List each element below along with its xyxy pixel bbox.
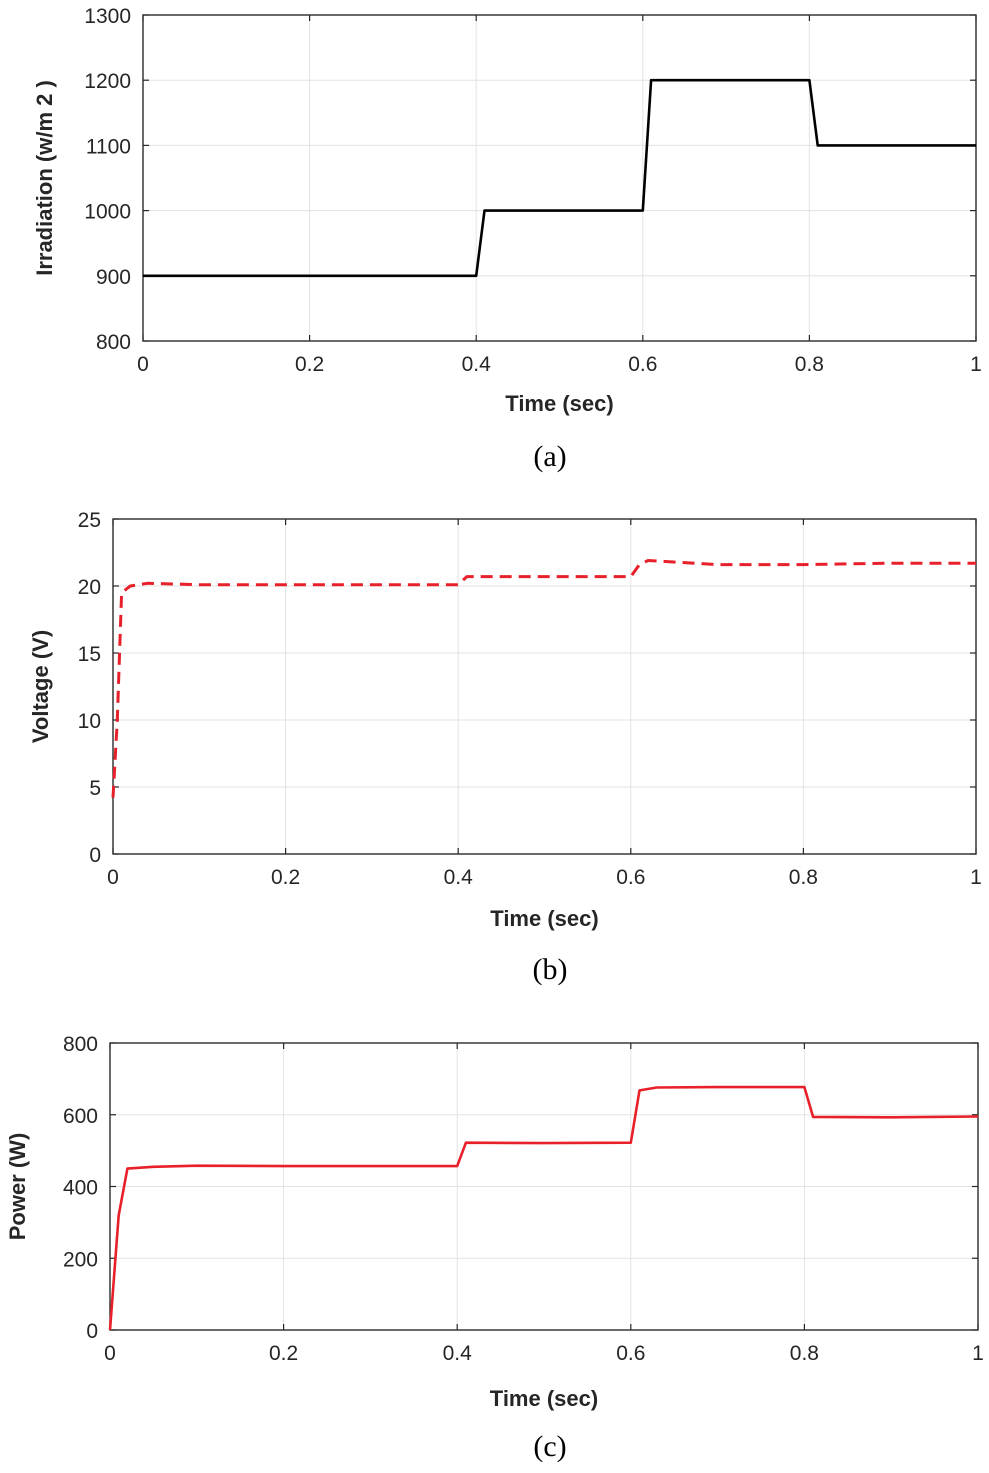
series-line-irradiation	[143, 78, 976, 278]
chart-panel-1: 0 0.2 0.4 0.6 0.8 1 800 900 1000 1100 1200 1300 Time…	[32, 5, 982, 473]
x-axis-label: Time (sec)	[505, 391, 613, 416]
plot-border	[109, 1042, 979, 1331]
plot-border	[142, 14, 977, 342]
series-line-power	[108, 1085, 979, 1331]
x-tick-label: 0.2	[295, 353, 324, 376]
x-tick-label: 0.6	[628, 353, 657, 376]
y-axis-label: Irradiation (w/m 2 )	[32, 80, 57, 276]
x-tick-label: 0.4	[443, 1342, 473, 1365]
y-axis-label: Voltage (V)	[28, 630, 53, 743]
x-tick-label: 0.2	[271, 866, 300, 889]
panel-caption: (b)	[533, 953, 568, 986]
y-tick-label: 400	[63, 1177, 98, 1200]
y-tick-label: 0	[86, 1320, 98, 1343]
panel-caption: (a)	[533, 440, 566, 473]
y-tick-label: 200	[63, 1248, 98, 1271]
y-tick-label: 800	[63, 1033, 98, 1056]
y-tick-label: 20	[78, 576, 101, 599]
plot-border	[112, 518, 977, 855]
y-tick-label: 5	[89, 777, 101, 800]
x-tick-label: 0.4	[462, 353, 492, 376]
y-tick-label: 1200	[84, 70, 131, 93]
x-tick-label: 0	[107, 866, 119, 889]
y-tick-label: 0	[89, 844, 101, 867]
y-tick-label: 25	[78, 509, 101, 532]
x-axis-label: Time (sec)	[490, 1386, 598, 1411]
y-tick-label: 800	[96, 331, 131, 354]
plot-area	[112, 518, 977, 855]
chart-panel-3: 0 0.2 0.4 0.6 0.8 1 0 200 400 600 800 Time (sec) Pow…	[5, 1033, 984, 1463]
y-tick-label: 10	[78, 710, 101, 733]
y-tick-label: 15	[78, 643, 101, 666]
x-tick-label: 0.2	[269, 1342, 298, 1365]
x-tick-label: 0.8	[795, 353, 824, 376]
panel-caption: (c)	[533, 1430, 566, 1463]
y-tick-label: 600	[63, 1105, 98, 1128]
y-tick-label: 900	[96, 266, 131, 289]
series-line-voltage	[111, 559, 976, 798]
x-tick-label: 0.4	[444, 866, 474, 889]
x-tick-label: 0.8	[790, 1342, 819, 1365]
y-tick-label: 1000	[84, 201, 131, 224]
x-tick-label: 1	[970, 866, 982, 889]
x-tick-label: 1	[970, 353, 982, 376]
plot-area	[142, 14, 977, 342]
y-tick-label: 1300	[84, 5, 131, 28]
y-axis-label: Power (W)	[5, 1133, 30, 1241]
x-tick-label: 0.6	[616, 1342, 645, 1365]
x-tick-label: 0.6	[616, 866, 645, 889]
x-tick-label: 0	[137, 353, 149, 376]
x-tick-label: 0.8	[789, 866, 818, 889]
y-tick-label: 1100	[86, 135, 131, 158]
x-axis-label: Time (sec)	[490, 906, 598, 931]
x-tick-label: 0	[104, 1342, 116, 1365]
x-tick-label: 1	[972, 1342, 984, 1365]
